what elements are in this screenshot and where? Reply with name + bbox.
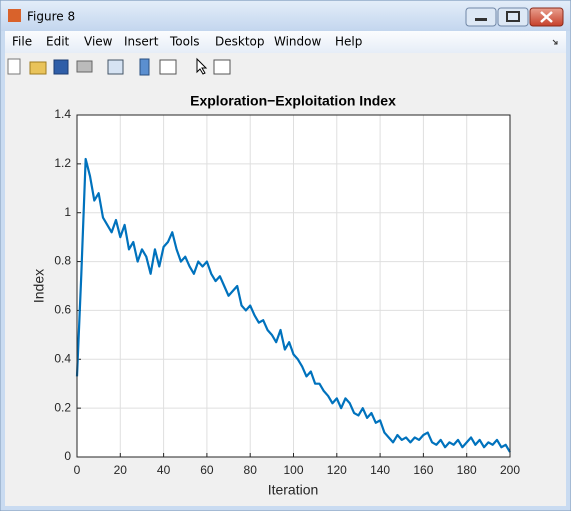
axes: Exploration−Exploitation Index Iteration… (31, 93, 521, 498)
new-icon[interactable] (7, 58, 21, 75)
minimize-button[interactable] (465, 7, 497, 27)
menu-item[interactable]: Tools (169, 35, 200, 49)
toolbar-icons (7, 57, 231, 76)
x-tick-label: 160 (413, 463, 433, 477)
x-tick-label: 180 (457, 463, 477, 477)
menu: File Edit View Insert Tools Desktop Window Help (12, 35, 362, 49)
x-tick-label: 80 (244, 463, 258, 477)
y-tick-label: 1.4 (54, 107, 71, 121)
y-tick-label: 0.4 (54, 351, 71, 365)
y-tick-label: 0 (64, 449, 71, 463)
close-icon (540, 11, 553, 23)
menu-arrow[interactable] (552, 39, 558, 45)
x-tick-label: 100 (283, 463, 303, 477)
menu-item[interactable]: Help (335, 35, 362, 49)
y-tick-label: 0.8 (54, 254, 71, 268)
axes-box (76, 114, 511, 458)
legend-icon[interactable] (159, 59, 177, 75)
x-tick-label: 40 (157, 463, 171, 477)
x-tick-label: 140 (370, 463, 390, 477)
x-tick-label: 200 (500, 463, 520, 477)
menu-item[interactable]: Insert (124, 35, 159, 49)
pointer-icon[interactable] (196, 57, 208, 75)
chart-title: Exploration−Exploitation Index (190, 93, 396, 109)
x-axis-label: Iteration (268, 482, 319, 498)
y-tick-label: 1 (64, 205, 71, 219)
menu-item[interactable]: Desktop (215, 35, 265, 49)
app-icon (8, 9, 21, 22)
window-title: Figure 8 (27, 10, 75, 24)
maximize-button[interactable] (497, 7, 529, 27)
x-tick-label: 60 (200, 463, 214, 477)
menu-item[interactable]: Window (274, 35, 322, 49)
x-tick-label: 0 (74, 463, 81, 477)
y-axis-label: Index (31, 269, 47, 303)
y-tick-label: 0.2 (54, 400, 71, 414)
toolbar (5, 53, 566, 81)
colorbar-icon[interactable] (139, 58, 150, 76)
data-line (75, 157, 511, 453)
print-icon[interactable] (76, 60, 93, 73)
property-icon[interactable] (213, 59, 231, 75)
y-tick-label: 0.6 (54, 303, 71, 317)
open-icon[interactable] (29, 61, 47, 75)
x-tick-label: 20 (114, 463, 128, 477)
maximize-icon (506, 11, 520, 22)
save-icon[interactable] (53, 59, 69, 75)
menu-bar (5, 31, 566, 53)
menu-item[interactable]: Edit (46, 35, 70, 49)
x-tick-label: 120 (327, 463, 347, 477)
minimize-icon (475, 18, 487, 21)
menu-item[interactable]: File (12, 35, 32, 49)
menu-item[interactable]: View (84, 35, 113, 49)
y-tick-label: 1.2 (54, 156, 71, 170)
link-icon[interactable] (107, 59, 124, 75)
